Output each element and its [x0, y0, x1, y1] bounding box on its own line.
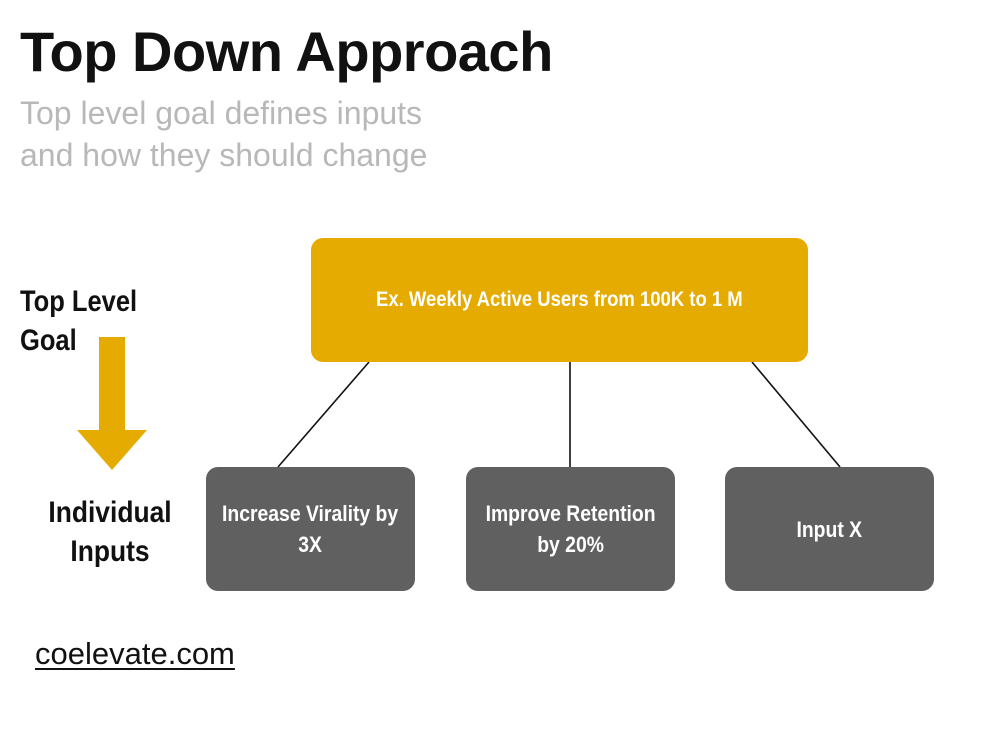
input-box-input-x: Input X	[725, 467, 934, 591]
label-line: Individual	[48, 496, 172, 529]
label-line: Inputs	[70, 535, 150, 568]
input-text: Input X	[797, 514, 863, 545]
slide-subtitle: Top level goal defines inputs and how th…	[20, 92, 427, 176]
subtitle-line: Top level goal defines inputs	[20, 95, 423, 131]
subtitle-line: and how they should change	[20, 137, 428, 173]
input-line: Input X	[796, 516, 863, 542]
goal-text: Ex. Weekly Active Users from 100K to 1 M	[376, 288, 743, 311]
input-box-retention: Improve Retention by 20%	[466, 467, 675, 591]
input-line: 3X	[298, 532, 323, 557]
connector-line	[751, 361, 841, 468]
input-text: Increase Virality by 3X	[222, 498, 398, 560]
top-level-goal-label: Top Level Goal	[20, 285, 138, 357]
input-text: Improve Retention by 20%	[486, 498, 656, 560]
coelevate-link[interactable]: coelevate.com	[35, 636, 235, 671]
individual-inputs-label: Individual Inputs	[40, 493, 181, 571]
slide-title: Top Down Approach	[20, 20, 553, 83]
connector-line	[277, 361, 370, 468]
input-box-virality: Increase Virality by 3X	[206, 467, 415, 591]
goal-box: Ex. Weekly Active Users from 100K to 1 M	[311, 238, 808, 362]
input-line: Increase Virality by	[222, 501, 399, 526]
input-line: by 20%	[537, 532, 604, 557]
arrow-down-icon	[77, 337, 147, 470]
input-line: Improve Retention	[485, 501, 656, 526]
